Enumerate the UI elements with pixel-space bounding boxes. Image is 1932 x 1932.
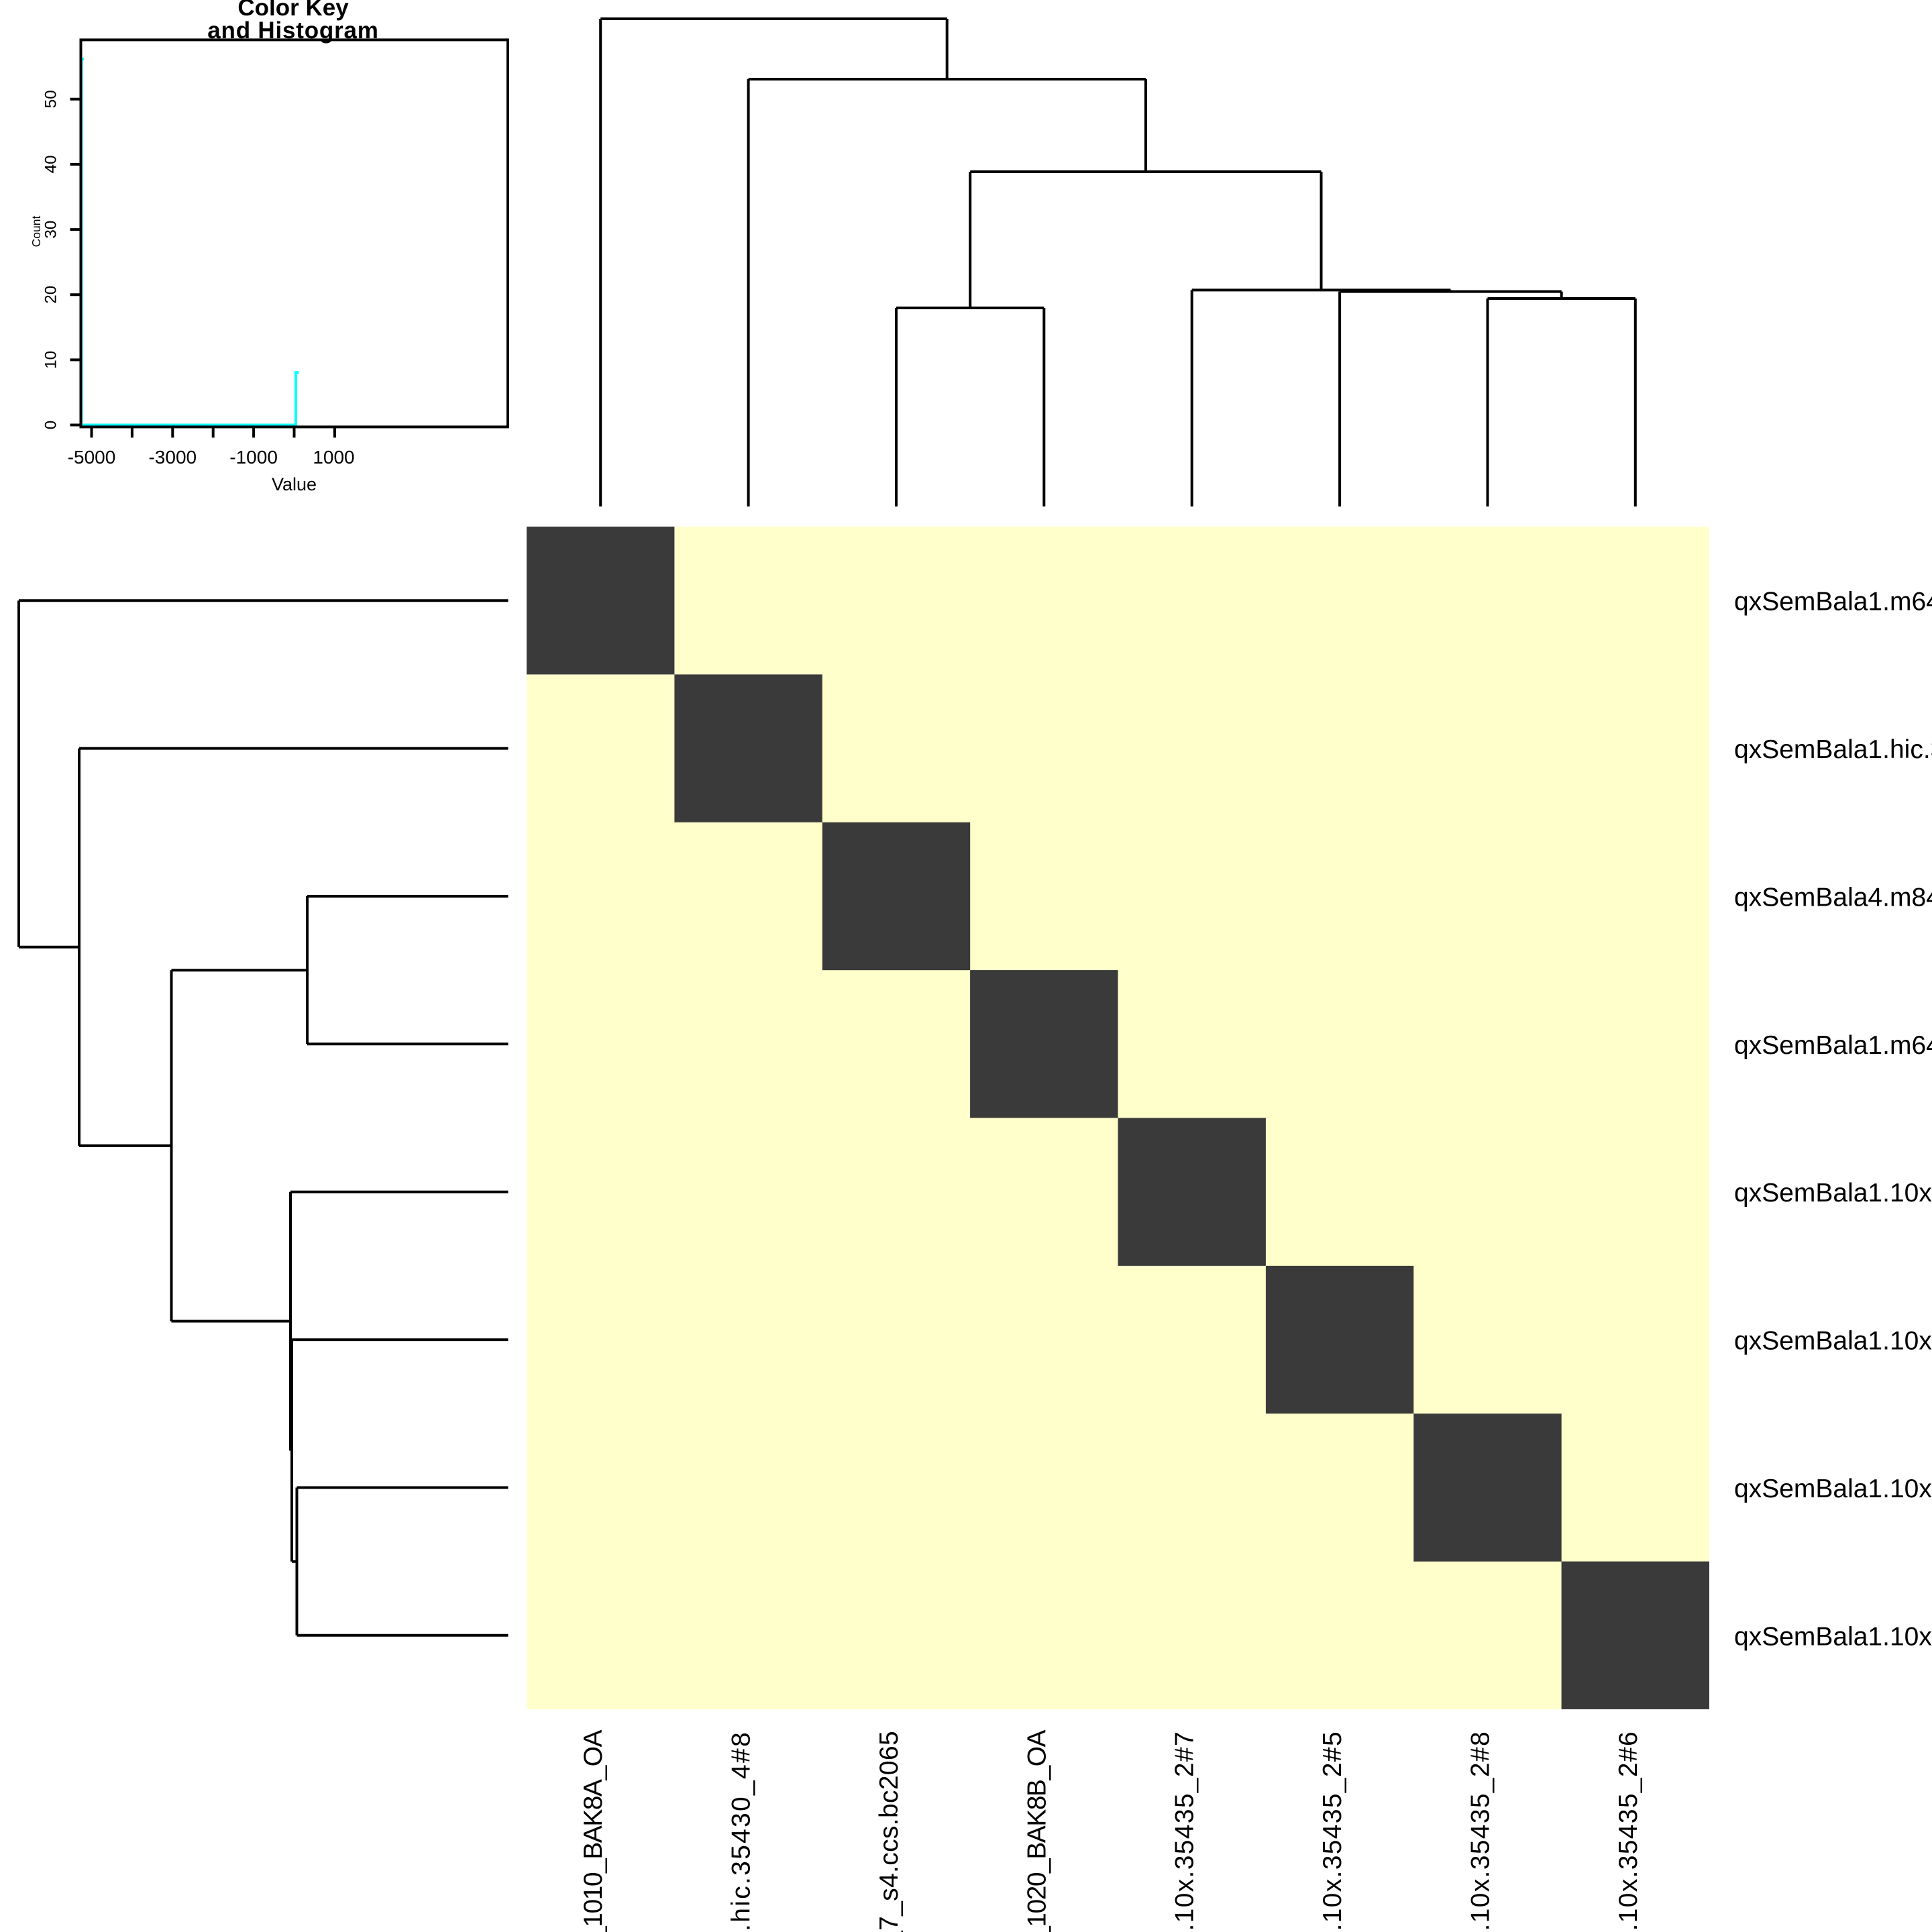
svg-text:qxSemBala4.m84175_240502_7_s4.: qxSemBala4.m84175_240502_7_s4.ccs.bc2065 — [1734, 883, 1932, 912]
svg-text:20: 20 — [42, 286, 60, 304]
svg-text:Value: Value — [272, 474, 317, 494]
svg-text:qxSemBala4.m84175_240502_7_s4.: qxSemBala4.m84175_240502_7_s4.ccs.bc2065 — [875, 1731, 904, 1932]
svg-text:-3000: -3000 — [148, 447, 197, 468]
svg-text:qxSemBala1.10x.35435_2#8: qxSemBala1.10x.35435_2#8 — [1734, 1474, 1932, 1503]
svg-text:-1000: -1000 — [229, 447, 278, 468]
svg-text:qxSemBala1.hic.35430_4#8: qxSemBala1.hic.35430_4#8 — [1734, 735, 1932, 764]
svg-text:Color Key: Color Key — [237, 0, 349, 21]
svg-text:qxSemBala1.10x.35435_2#8: qxSemBala1.10x.35435_2#8 — [1466, 1731, 1495, 1932]
svg-text:qxSemBala1.m64016_230413_1010_: qxSemBala1.m64016_230413_1010_BAK8A_OA — [579, 1730, 608, 1932]
svg-text:0: 0 — [42, 421, 60, 430]
svg-text:qxSemBala1.10x.35435_2#7: qxSemBala1.10x.35435_2#7 — [1171, 1731, 1199, 1932]
svg-text:qxSemBala1.m64016_230413_1010_: qxSemBala1.m64016_230413_1010_BAK8A_OA — [1734, 588, 1932, 616]
svg-text:and Histogram: and Histogram — [207, 17, 378, 44]
svg-text:-5000: -5000 — [68, 447, 116, 468]
svg-text:qxSemBala1.10x.35435_2#6: qxSemBala1.10x.35435_2#6 — [1614, 1731, 1643, 1932]
svg-text:qxSemBala1.hic.35430_4#8: qxSemBala1.hic.35430_4#8 — [727, 1731, 756, 1932]
svg-text:1000: 1000 — [313, 447, 354, 468]
svg-text:Count: Count — [30, 216, 43, 248]
svg-text:qxSemBala1.10x.35435_2#7: qxSemBala1.10x.35435_2#7 — [1734, 1179, 1932, 1208]
svg-text:40: 40 — [42, 155, 60, 173]
svg-text:30: 30 — [42, 221, 60, 239]
svg-text:qxSemBala1.10x.35435_2#5: qxSemBala1.10x.35435_2#5 — [1734, 1327, 1932, 1356]
svg-text:qxSemBala1.10x.35435_2#5: qxSemBala1.10x.35435_2#5 — [1318, 1731, 1347, 1932]
svg-text:qxSemBala1.10x.35435_2#6: qxSemBala1.10x.35435_2#6 — [1734, 1622, 1932, 1651]
svg-text:10: 10 — [42, 351, 60, 369]
svg-text:50: 50 — [42, 90, 60, 108]
